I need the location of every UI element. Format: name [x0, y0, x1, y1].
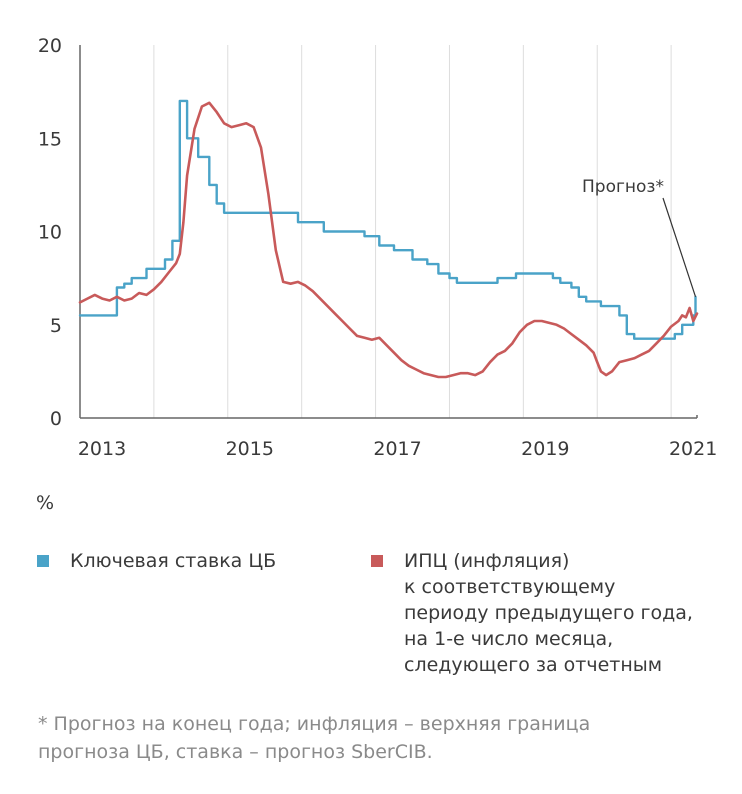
cpi-legend-swatch — [371, 555, 383, 567]
x-tick-label: 2021 — [669, 438, 717, 460]
forecast-label: Прогноз* — [582, 177, 664, 197]
y-tick-label: 10 — [38, 222, 62, 244]
cpi-legend-label: ИПЦ (инфляция) к соответствующему период… — [404, 548, 724, 678]
y-tick-label: 0 — [50, 408, 62, 430]
cpi-legend-line: ИПЦ (инфляция) — [404, 550, 570, 572]
grid-lines — [79, 45, 672, 418]
x-tick-labels: 2013 2015 2017 2019 2021 — [78, 438, 717, 460]
unit-label: % — [36, 492, 55, 514]
cpi-legend-line: следующего за отчетным — [404, 654, 663, 676]
axes — [79, 45, 698, 419]
cpi-legend-line: периоду предыдущего года, — [404, 602, 693, 624]
key-rate-legend-label: Ключевая ставка ЦБ — [70, 550, 277, 572]
y-tick-labels: 20 15 10 5 0 — [38, 35, 62, 430]
y-tick-label: 20 — [38, 35, 62, 57]
footnote-line: * Прогноз на конец года; инфляция – верх… — [38, 713, 591, 735]
footnote-line: прогноза ЦБ, ставка – прогноз SberCIB. — [38, 741, 433, 763]
y-tick-label: 15 — [38, 128, 62, 150]
x-tick-label: 2017 — [373, 438, 421, 460]
y-tick-label: 5 — [50, 315, 62, 337]
cpi-line — [78, 101, 699, 379]
forecast-annotation: Прогноз* — [582, 177, 697, 297]
x-tick-label: 2013 — [78, 438, 126, 460]
key-rate-legend-swatch — [37, 555, 49, 567]
series-lines — [78, 99, 699, 379]
forecast-pointer — [662, 197, 697, 297]
x-tick-label: 2015 — [226, 438, 274, 460]
cpi-legend-line: на 1-е число месяца, — [404, 628, 614, 650]
x-tick-label: 2019 — [521, 438, 569, 460]
cpi-legend-line: к соответствующему — [404, 576, 616, 598]
key-rate-line — [78, 99, 697, 340]
footnote: * Прогноз на конец года; инфляция – верх… — [38, 710, 728, 766]
